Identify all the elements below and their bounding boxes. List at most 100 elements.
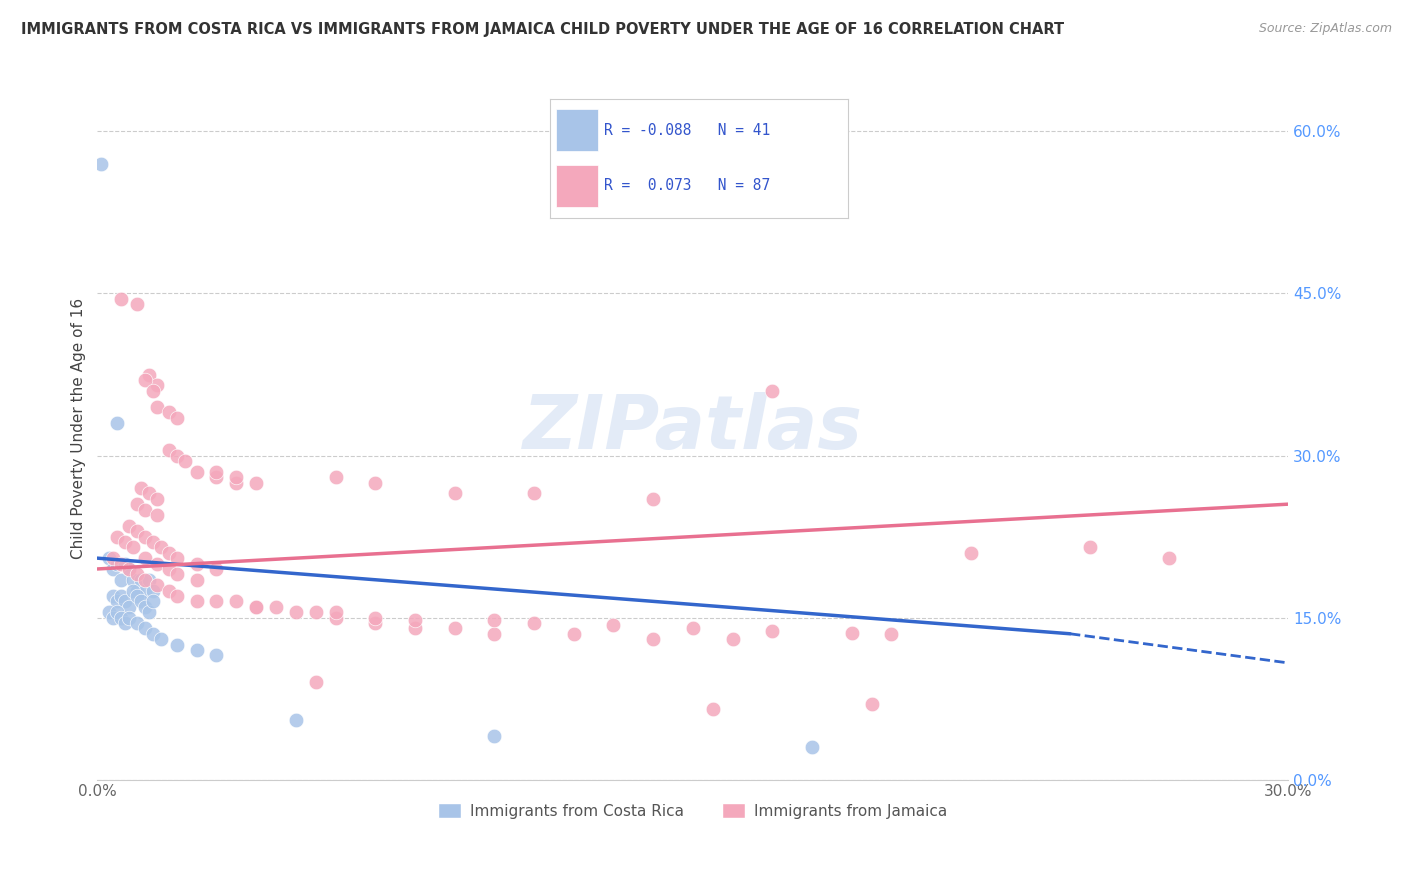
- Point: [166, 449, 188, 463]
- Point: [134, 551, 156, 566]
- Point: [125, 589, 148, 603]
- Point: [90, 157, 112, 171]
- Point: [118, 518, 141, 533]
- Point: [1159, 551, 1181, 566]
- Point: [146, 508, 169, 522]
- Point: [146, 557, 169, 571]
- Point: [110, 610, 132, 624]
- Point: [114, 535, 136, 549]
- Point: [225, 594, 247, 608]
- Point: [284, 713, 307, 727]
- Point: [134, 621, 156, 635]
- Point: [105, 416, 128, 430]
- Point: [157, 562, 180, 576]
- Point: [186, 573, 208, 587]
- Point: [134, 583, 156, 598]
- Point: [105, 557, 128, 571]
- Text: Source: ZipAtlas.com: Source: ZipAtlas.com: [1258, 22, 1392, 36]
- Point: [138, 573, 160, 587]
- Point: [186, 465, 208, 479]
- Point: [443, 621, 465, 635]
- Point: [245, 599, 267, 614]
- Point: [562, 627, 585, 641]
- Point: [364, 475, 387, 490]
- Point: [860, 697, 883, 711]
- Point: [129, 481, 152, 495]
- Point: [186, 594, 208, 608]
- Point: [122, 541, 145, 555]
- Point: [118, 562, 141, 576]
- Point: [110, 557, 132, 571]
- Point: [761, 384, 783, 398]
- Point: [643, 632, 665, 647]
- Point: [125, 524, 148, 538]
- Point: [841, 625, 863, 640]
- Point: [149, 632, 172, 647]
- Point: [134, 373, 156, 387]
- Point: [98, 605, 121, 619]
- Point: [103, 610, 125, 624]
- Point: [245, 599, 267, 614]
- Point: [484, 730, 506, 744]
- Point: [186, 643, 208, 657]
- Point: [443, 486, 465, 500]
- Point: [643, 491, 665, 506]
- Point: [157, 546, 180, 560]
- Point: [325, 470, 347, 484]
- Point: [157, 583, 180, 598]
- Point: [138, 368, 160, 382]
- Text: ZIPatlas: ZIPatlas: [523, 392, 863, 465]
- Point: [880, 627, 903, 641]
- Point: [205, 465, 228, 479]
- Point: [146, 400, 169, 414]
- Point: [166, 410, 188, 425]
- Point: [186, 557, 208, 571]
- Point: [118, 610, 141, 624]
- Point: [166, 567, 188, 582]
- Point: [721, 632, 744, 647]
- Point: [682, 621, 704, 635]
- Point: [134, 502, 156, 516]
- Point: [129, 594, 152, 608]
- Y-axis label: Child Poverty Under the Age of 16: Child Poverty Under the Age of 16: [72, 298, 86, 559]
- Point: [404, 621, 426, 635]
- Point: [166, 551, 188, 566]
- Point: [125, 297, 148, 311]
- Point: [103, 589, 125, 603]
- Point: [173, 454, 195, 468]
- Point: [103, 562, 125, 576]
- Point: [118, 599, 141, 614]
- Point: [138, 486, 160, 500]
- Point: [484, 627, 506, 641]
- Point: [523, 615, 546, 630]
- Point: [305, 605, 328, 619]
- Point: [1078, 541, 1101, 555]
- Point: [125, 583, 148, 598]
- Point: [146, 491, 169, 506]
- Point: [125, 567, 148, 582]
- Legend: Immigrants from Costa Rica, Immigrants from Jamaica: Immigrants from Costa Rica, Immigrants f…: [432, 797, 953, 824]
- Point: [523, 486, 546, 500]
- Point: [142, 583, 165, 598]
- Point: [225, 475, 247, 490]
- Point: [602, 618, 624, 632]
- Point: [959, 546, 981, 560]
- Point: [114, 594, 136, 608]
- Point: [118, 562, 141, 576]
- Point: [134, 599, 156, 614]
- Point: [105, 605, 128, 619]
- Point: [404, 613, 426, 627]
- Point: [325, 610, 347, 624]
- Point: [325, 605, 347, 619]
- Point: [110, 292, 132, 306]
- Point: [129, 573, 152, 587]
- Point: [149, 541, 172, 555]
- Point: [103, 551, 125, 566]
- Point: [801, 740, 824, 755]
- Point: [142, 627, 165, 641]
- Point: [284, 605, 307, 619]
- Point: [264, 599, 287, 614]
- Point: [225, 470, 247, 484]
- Point: [114, 615, 136, 630]
- Point: [110, 573, 132, 587]
